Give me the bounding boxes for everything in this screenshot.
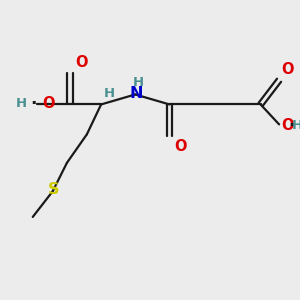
- Text: O: O: [175, 139, 187, 154]
- Text: O: O: [281, 62, 294, 77]
- Text: H: H: [16, 98, 27, 110]
- Text: H: H: [292, 119, 300, 132]
- Text: N: N: [129, 85, 142, 100]
- Text: O: O: [75, 55, 87, 70]
- Text: H: H: [133, 76, 144, 89]
- Text: ·: ·: [30, 95, 37, 113]
- Text: ·: ·: [288, 117, 294, 135]
- Text: O: O: [281, 118, 294, 133]
- Text: O: O: [42, 96, 55, 111]
- Text: H: H: [104, 87, 115, 100]
- Text: S: S: [48, 182, 60, 197]
